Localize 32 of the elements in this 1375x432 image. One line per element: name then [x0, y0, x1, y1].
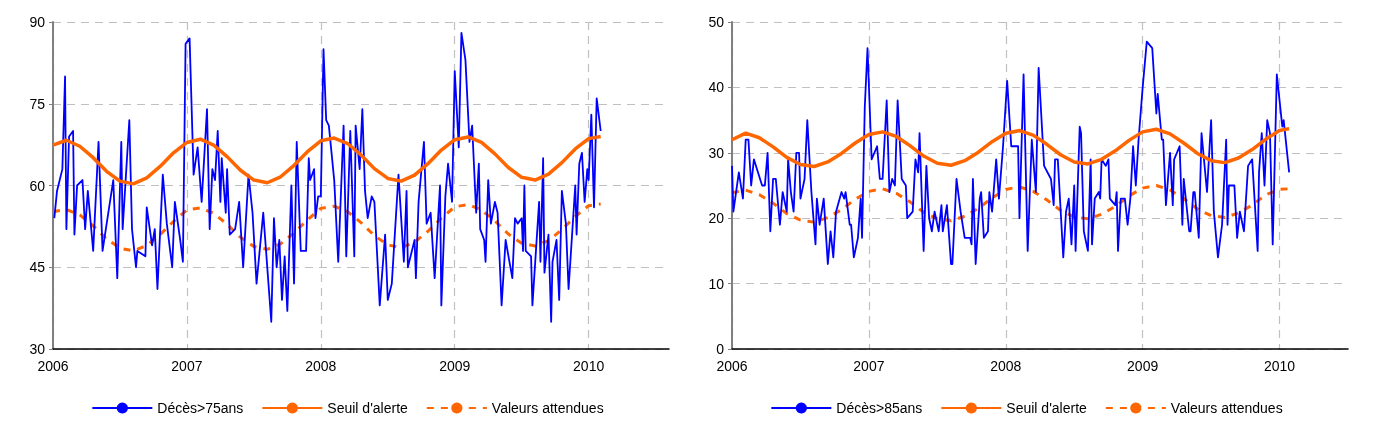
x-tick-label: 2006: [37, 358, 69, 374]
y-tick-label: 30: [708, 144, 725, 161]
y-tick-label: 90: [29, 14, 46, 30]
line-series: [53, 32, 602, 323]
x-tick-label: 2009: [439, 358, 471, 374]
line-series: [51, 134, 603, 186]
y-tick-label: 10: [708, 275, 725, 292]
line-series: [731, 40, 1291, 265]
legend-label: Valeurs attendues: [1170, 400, 1283, 416]
y-tick-label: 45: [29, 259, 46, 276]
x-tick-label: 2010: [573, 358, 605, 374]
x-tick-label: 2006: [716, 358, 748, 374]
x-tick-label: 2008: [990, 358, 1022, 374]
y-tick-label: 50: [708, 14, 725, 30]
line-series: [730, 126, 1291, 169]
y-tick-label: 60: [29, 177, 46, 194]
legend-label: Seuil d'alerte: [327, 400, 409, 416]
y-tick-label: 75: [29, 95, 46, 112]
legend-label: Seuil d'alerte: [1006, 400, 1088, 416]
legend-label: Décès>85ans: [836, 400, 923, 416]
x-tick-label: 2007: [853, 358, 885, 374]
x-tick-label: 2007: [171, 358, 203, 374]
x-tick-label: 2010: [1263, 358, 1296, 374]
y-tick-label: 30: [29, 341, 46, 357]
y-tick-label: 20: [708, 210, 725, 227]
y-tick-label: 0: [716, 341, 725, 357]
x-tick-label: 2009: [1127, 358, 1159, 374]
x-tick-label: 2008: [305, 358, 337, 374]
legend-label: Valeurs attendues: [491, 400, 604, 416]
legend-label: Décès>75ans: [157, 400, 244, 416]
line-series: [51, 202, 603, 253]
y-tick-label: 40: [708, 79, 725, 96]
